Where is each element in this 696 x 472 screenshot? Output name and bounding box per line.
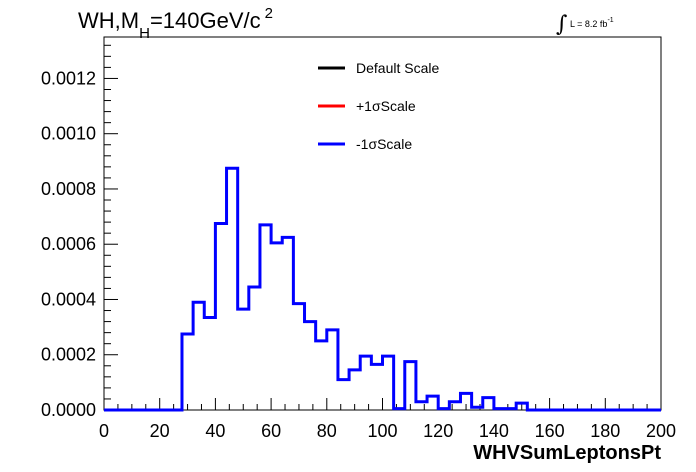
- y-axis-ticks: 0.0000 0.0002 0.0004 0.0006 0.0008 0.0010 0.00…: [41, 44, 118, 420]
- luminosity-text: L = 8.2 fb: [569, 19, 608, 29]
- histogram-series: [104, 166, 661, 412]
- y-tick-label: 0.0012: [41, 68, 96, 88]
- legend-entry-label: Default Scale: [356, 60, 439, 76]
- integral-symbol: ∫: [556, 12, 568, 37]
- x-tick-label: 100: [367, 421, 397, 441]
- x-tick-label: 160: [535, 421, 565, 441]
- plot-border: [103, 36, 662, 411]
- title-subscript: H: [139, 25, 150, 42]
- y-tick-label: 0.0010: [41, 124, 96, 144]
- x-tick-label: 140: [479, 421, 509, 441]
- y-tick-label: 0.0008: [41, 179, 96, 199]
- x-tick-label: 40: [205, 421, 225, 441]
- x-tick-label: 0: [99, 421, 109, 441]
- legend: Default Scale +1σScale -1σScale: [318, 60, 439, 152]
- y-tick-label: 0.0006: [41, 234, 96, 254]
- x-tick-label: 20: [150, 421, 170, 441]
- x-axis-ticks: 0 20 40 60 80 100 120 140 160 180 200: [99, 398, 676, 441]
- x-tick-label: 80: [317, 421, 337, 441]
- y-tick-label: 0.0004: [41, 289, 96, 309]
- plot-frame: [103, 36, 662, 411]
- x-tick-label: 200: [646, 421, 676, 441]
- y-tick-label: 0.0002: [41, 345, 96, 365]
- luminosity-label: ∫ L = 8.2 fb-1: [556, 8, 614, 37]
- title-suffix: =140GeV/c: [149, 8, 261, 33]
- chart-title: WH,MH=140GeV/c 2: [78, 5, 273, 42]
- x-tick-label: 120: [423, 421, 453, 441]
- title-superscript: 2: [264, 5, 273, 22]
- x-tick-label: 180: [590, 421, 620, 441]
- x-tick-label: 60: [261, 421, 281, 441]
- x-axis-label: WHVSumLeptonsPt: [473, 442, 661, 464]
- y-tick-label: 0.0000: [41, 400, 96, 420]
- title-prefix: WH,M: [78, 8, 140, 33]
- luminosity-superscript: -1: [607, 17, 614, 24]
- legend-entry-label: -1σScale: [356, 136, 412, 152]
- legend-entry-label: +1σScale: [356, 98, 416, 114]
- histogram-line-minus1sigma: [104, 166, 661, 412]
